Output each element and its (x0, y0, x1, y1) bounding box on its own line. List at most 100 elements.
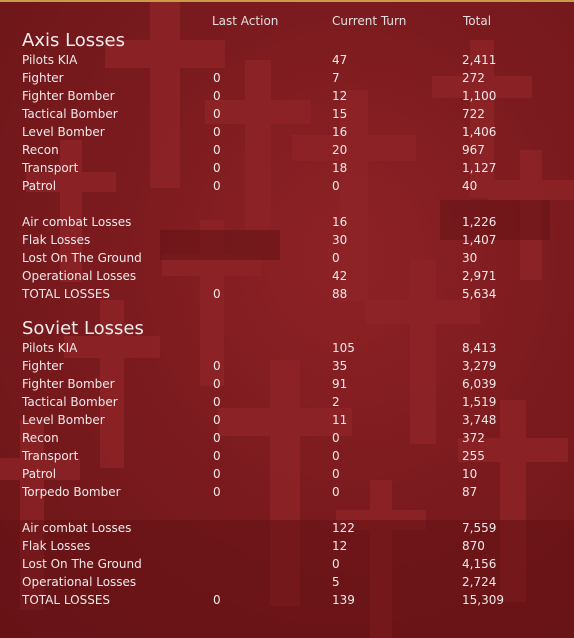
table-row: Level Bomber 0 11 3,748 (0, 413, 574, 431)
current-turn-value: 105 (332, 341, 355, 355)
total-value: 1,100 (462, 89, 497, 103)
last-action-value: 0 (213, 125, 221, 139)
row-label: Air combat Losses (22, 521, 132, 535)
table-row: TOTAL LOSSES 0 139 15,309 (0, 593, 574, 611)
row-label: Flak Losses (22, 233, 91, 247)
total-value: 15,309 (462, 593, 504, 607)
last-action-value: 0 (213, 71, 221, 85)
total-value: 1,407 (462, 233, 497, 247)
row-label: Tactical Bomber (22, 107, 118, 121)
total-value: 40 (462, 179, 478, 193)
current-turn-value: 20 (332, 143, 348, 157)
row-label: Tactical Bomber (22, 395, 118, 409)
last-action-value: 0 (213, 179, 221, 193)
last-action-value: 0 (213, 449, 221, 463)
current-turn-value: 88 (332, 287, 348, 301)
total-value: 1,127 (462, 161, 497, 175)
total-value: 2,971 (462, 269, 497, 283)
row-label: Lost On The Ground (22, 557, 142, 571)
row-label: Recon (22, 143, 59, 157)
table-row: Lost On The Ground 0 30 (0, 251, 574, 269)
row-label: Patrol (22, 467, 57, 481)
total-value: 967 (462, 143, 485, 157)
total-value: 870 (462, 539, 485, 553)
current-turn-value: 0 (332, 557, 340, 571)
current-turn-value: 0 (332, 449, 340, 463)
table-row: Transport 0 18 1,127 (0, 161, 574, 179)
row-label: Fighter (22, 359, 64, 373)
current-turn-value: 16 (332, 215, 348, 229)
total-value: 1,226 (462, 215, 497, 229)
last-action-value: 0 (213, 413, 221, 427)
current-turn-value: 2 (332, 395, 340, 409)
header-current-turn: Current Turn (332, 14, 407, 28)
row-label: Level Bomber (22, 125, 105, 139)
table-row: Flak Losses 30 1,407 (0, 233, 574, 251)
table-row: Tactical Bomber 0 2 1,519 (0, 395, 574, 413)
table-row: Patrol 0 0 10 (0, 467, 574, 485)
table-row: Pilots KIA 105 8,413 (0, 341, 574, 359)
row-label: Pilots KIA (22, 53, 78, 67)
table-row: Fighter Bomber 0 91 6,039 (0, 377, 574, 395)
row-label: Air combat Losses (22, 215, 132, 229)
current-turn-value: 16 (332, 125, 348, 139)
current-turn-value: 12 (332, 89, 348, 103)
total-value: 3,748 (462, 413, 497, 427)
last-action-value: 0 (213, 593, 221, 607)
total-value: 2,724 (462, 575, 497, 589)
row-label: TOTAL LOSSES (22, 593, 111, 607)
table-row: Tactical Bomber 0 15 722 (0, 107, 574, 125)
last-action-value: 0 (213, 107, 221, 121)
total-value: 87 (462, 485, 478, 499)
table-row: Fighter 0 7 272 (0, 71, 574, 89)
total-value: 255 (462, 449, 485, 463)
row-label: Transport (22, 449, 79, 463)
table-row: Transport 0 0 255 (0, 449, 574, 467)
table-row: Air combat Losses 122 7,559 (0, 521, 574, 539)
total-value: 4,156 (462, 557, 497, 571)
current-turn-value: 15 (332, 107, 348, 121)
current-turn-value: 139 (332, 593, 355, 607)
current-turn-value: 5 (332, 575, 340, 589)
row-label: Fighter Bomber (22, 377, 115, 391)
total-value: 372 (462, 431, 485, 445)
row-label: Patrol (22, 179, 57, 193)
current-turn-value: 12 (332, 539, 348, 553)
last-action-value: 0 (213, 485, 221, 499)
last-action-value: 0 (213, 431, 221, 445)
header-total: Total (463, 14, 492, 28)
total-value: 30 (462, 251, 478, 265)
table-row: Recon 0 0 372 (0, 431, 574, 449)
table-row: Air combat Losses 16 1,226 (0, 215, 574, 233)
table-row: Pilots KIA 47 2,411 (0, 53, 574, 71)
row-label: Operational Losses (22, 575, 137, 589)
row-label: Pilots KIA (22, 341, 78, 355)
row-label: Recon (22, 431, 59, 445)
row-label: Lost On The Ground (22, 251, 142, 265)
current-turn-value: 35 (332, 359, 348, 373)
current-turn-value: 122 (332, 521, 355, 535)
table-row: Operational Losses 5 2,724 (0, 575, 574, 593)
last-action-value: 0 (213, 143, 221, 157)
current-turn-value: 0 (332, 467, 340, 481)
total-value: 7,559 (462, 521, 497, 535)
table-row: Operational Losses 42 2,971 (0, 269, 574, 287)
soviet-losses-title: Soviet Losses (22, 318, 144, 339)
table-row: Level Bomber 0 16 1,406 (0, 125, 574, 143)
row-label: Transport (22, 161, 79, 175)
current-turn-value: 0 (332, 485, 340, 499)
table-row: Fighter Bomber 0 12 1,100 (0, 89, 574, 107)
total-value: 5,634 (462, 287, 497, 301)
table-row: Fighter 0 35 3,279 (0, 359, 574, 377)
total-value: 8,413 (462, 341, 497, 355)
row-label: Flak Losses (22, 539, 91, 553)
total-value: 10 (462, 467, 478, 481)
axis-losses-title: Axis Losses (22, 30, 125, 51)
row-label: Fighter Bomber (22, 89, 115, 103)
table-row: Lost On The Ground 0 4,156 (0, 557, 574, 575)
current-turn-value: 47 (332, 53, 348, 67)
table-row: Flak Losses 12 870 (0, 539, 574, 557)
